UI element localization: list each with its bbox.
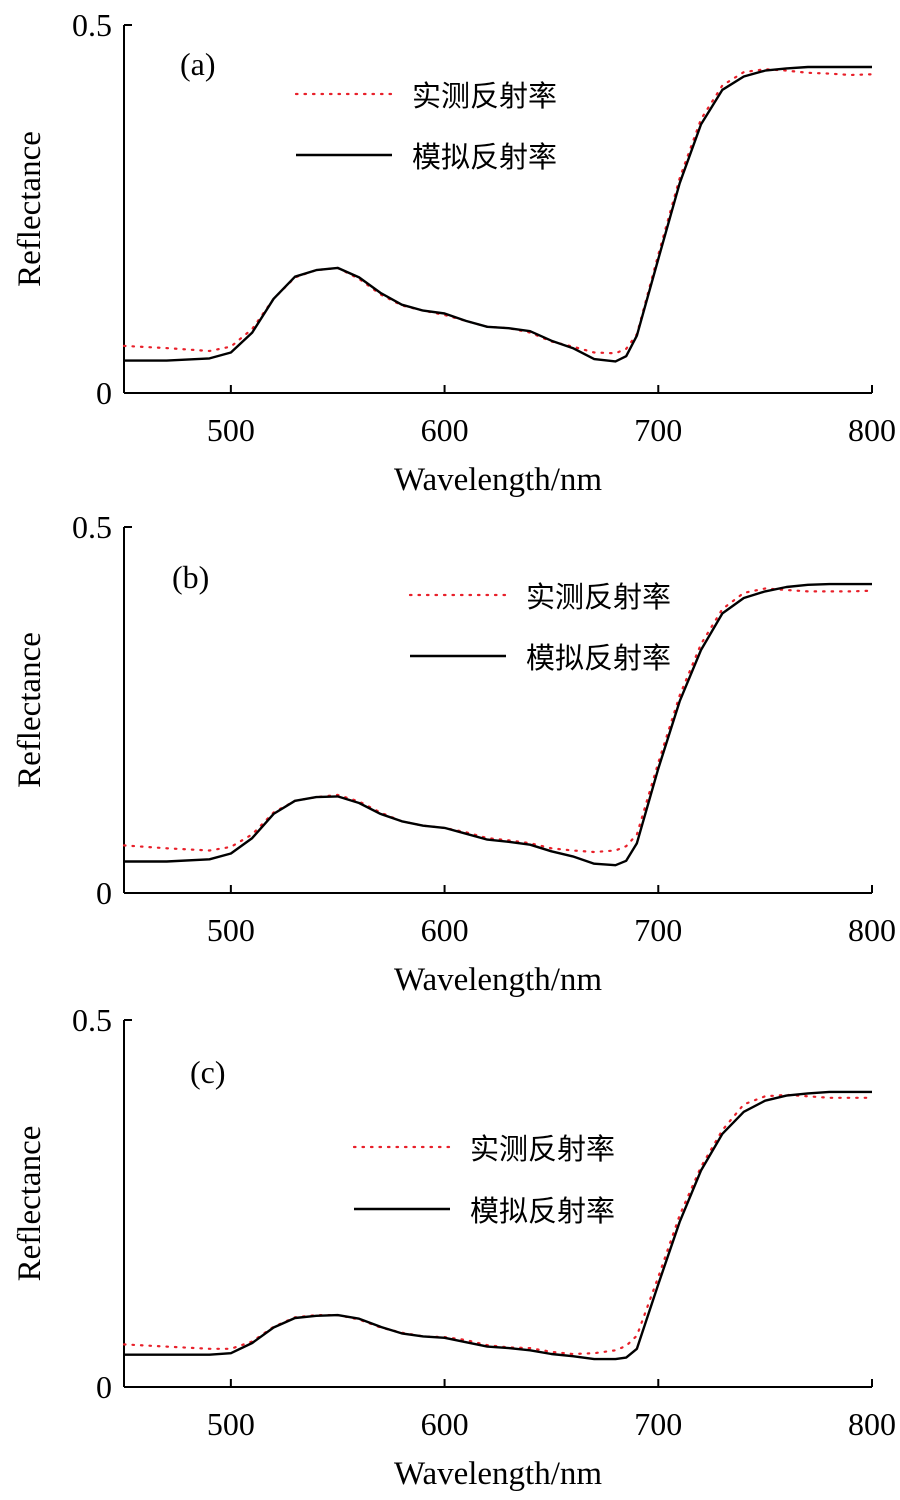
chart-panel-a: 500 600 700 800 0 0.5 Wavelength/nm Reflectance… — [12, 7, 896, 498]
chart-panel-b: 500 600 700 800 0 0.5 Wavelength/nm Reflectance… — [12, 509, 896, 998]
x-tick-label: 700 — [634, 912, 682, 948]
x-tick-label: 600 — [421, 412, 469, 448]
y-tick-label: 0 — [96, 1369, 112, 1405]
y-tick-label: 0.5 — [72, 509, 112, 545]
panel-label: (c) — [190, 1054, 226, 1090]
x-tick-label: 500 — [207, 412, 255, 448]
simulated-reflectance-line — [124, 582, 872, 867]
x-tick-label: 500 — [207, 1406, 255, 1442]
legend-label: 模拟反射率 — [412, 140, 557, 174]
y-tick-label: 0 — [96, 375, 112, 411]
x-tick-label: 500 — [207, 912, 255, 948]
y-tick-label: 0.5 — [72, 7, 112, 43]
x-tick-label: 700 — [634, 412, 682, 448]
panel-label: (a) — [180, 46, 216, 82]
measured-reflectance-line — [122, 587, 874, 854]
x-tick-label: 800 — [848, 412, 896, 448]
legend-label: 实测反射率 — [412, 79, 557, 113]
y-axis-title: Reflectance — [12, 1126, 48, 1282]
x-axis-title: Wavelength/nm — [394, 962, 602, 998]
y-tick-label: 0.5 — [72, 1002, 112, 1038]
chart-panel-c: 500 600 700 800 0 0.5 Wavelength/nm Reflectance… — [12, 1002, 896, 1492]
x-tick-label: 600 — [421, 912, 469, 948]
panel-label: (b) — [172, 559, 209, 595]
legend-label: 实测反射率 — [526, 580, 671, 614]
y-axis-title: Reflectance — [12, 632, 48, 788]
legend-label: 实测反射率 — [470, 1132, 615, 1166]
x-tick-label: 700 — [634, 1406, 682, 1442]
x-tick-label: 800 — [848, 912, 896, 948]
y-tick-label: 0 — [96, 875, 112, 911]
simulated-reflectance-line — [124, 1090, 872, 1361]
x-axis-title: Wavelength/nm — [394, 462, 602, 498]
x-tick-label: 600 — [421, 1406, 469, 1442]
legend-label: 模拟反射率 — [470, 1194, 615, 1228]
y-axis-title: Reflectance — [12, 131, 48, 287]
measured-reflectance-line — [122, 68, 874, 355]
x-axis-title: Wavelength/nm — [394, 1456, 602, 1492]
simulated-reflectance-line — [124, 65, 872, 363]
legend-label: 模拟反射率 — [526, 641, 671, 675]
x-tick-label: 800 — [848, 1406, 896, 1442]
